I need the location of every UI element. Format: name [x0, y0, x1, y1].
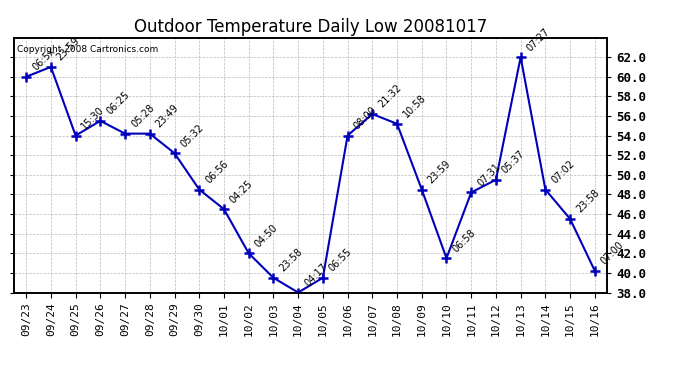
Title: Outdoor Temperature Daily Low 20081017: Outdoor Temperature Daily Low 20081017 [134, 18, 487, 36]
Text: 23:59: 23:59 [426, 159, 453, 185]
Text: 23:49: 23:49 [154, 103, 181, 129]
Text: 23:58: 23:58 [277, 247, 304, 274]
Text: 07:27: 07:27 [525, 26, 552, 53]
Text: 05:37: 05:37 [500, 148, 527, 176]
Text: 04:25: 04:25 [228, 178, 255, 205]
Text: 23:58: 23:58 [574, 188, 601, 215]
Text: 06:56: 06:56 [204, 159, 230, 185]
Text: Copyright 2008 Cartronics.com: Copyright 2008 Cartronics.com [17, 45, 158, 54]
Text: 07:31: 07:31 [475, 162, 502, 188]
Text: 05:32: 05:32 [179, 122, 206, 149]
Text: 07:02: 07:02 [549, 159, 576, 185]
Text: 04:17: 04:17 [302, 261, 329, 288]
Text: 06:55: 06:55 [327, 247, 354, 274]
Text: 04:50: 04:50 [253, 222, 279, 249]
Text: 05:28: 05:28 [129, 103, 156, 129]
Text: 07:00: 07:00 [599, 240, 626, 267]
Text: 23:59: 23:59 [55, 36, 82, 63]
Text: 08:00: 08:00 [352, 105, 378, 131]
Text: 10:58: 10:58 [401, 93, 428, 120]
Text: 06:58: 06:58 [451, 227, 477, 254]
Text: 06:5x: 06:5x [30, 46, 57, 73]
Text: 06:25: 06:25 [104, 90, 131, 117]
Text: 15:30: 15:30 [80, 105, 106, 131]
Text: 21:32: 21:32 [377, 83, 404, 110]
